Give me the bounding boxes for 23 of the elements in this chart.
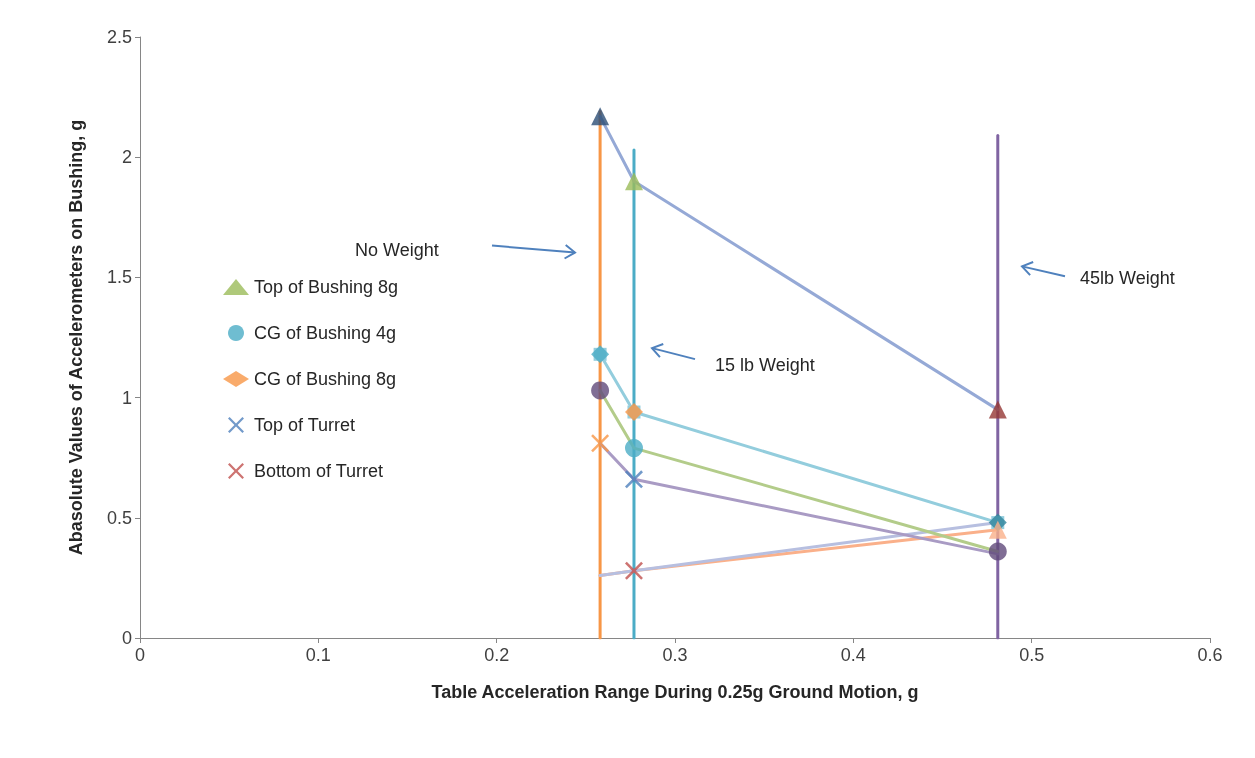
x-tick-label: 0.3 [662,645,688,665]
x-tick-label: 0.4 [840,645,866,665]
legend-label: CG of Bushing 8g [254,369,397,389]
y-tick-label: 0.5 [106,507,132,528]
x-tick-label: 0.6 [1197,645,1223,665]
x-tick-label: 0.1 [305,645,331,665]
x-tick-label: 0 [134,645,146,665]
legend-label: Top of Turret [254,415,356,435]
x-axis-title: Table Acceleration Range During 0.25g Ground Motion, g [431,682,919,702]
y-tick-label: 2.5 [106,27,132,47]
y-tick-label: 0 [121,628,132,648]
y-tick-label: 1.5 [106,267,132,288]
y-tick-label: 2 [121,147,132,168]
x-tick-label: 0.5 [1019,645,1045,665]
annotation: No Weight [355,240,439,261]
annotation: 15 lb Weight [715,355,815,376]
legend-label: Bottom of Turret [254,461,384,481]
legend-label: CG of Bushing 4g [254,323,397,343]
y-tick-label: 1 [121,387,132,408]
annotation: 45lb Weight [1080,268,1175,289]
legend-label: Top of Bushing 8g [254,277,399,297]
y-axis-title: Abasolute Values of Accelerometers on Bushing, g [66,119,86,556]
x-tick-label: 0.2 [484,645,510,665]
